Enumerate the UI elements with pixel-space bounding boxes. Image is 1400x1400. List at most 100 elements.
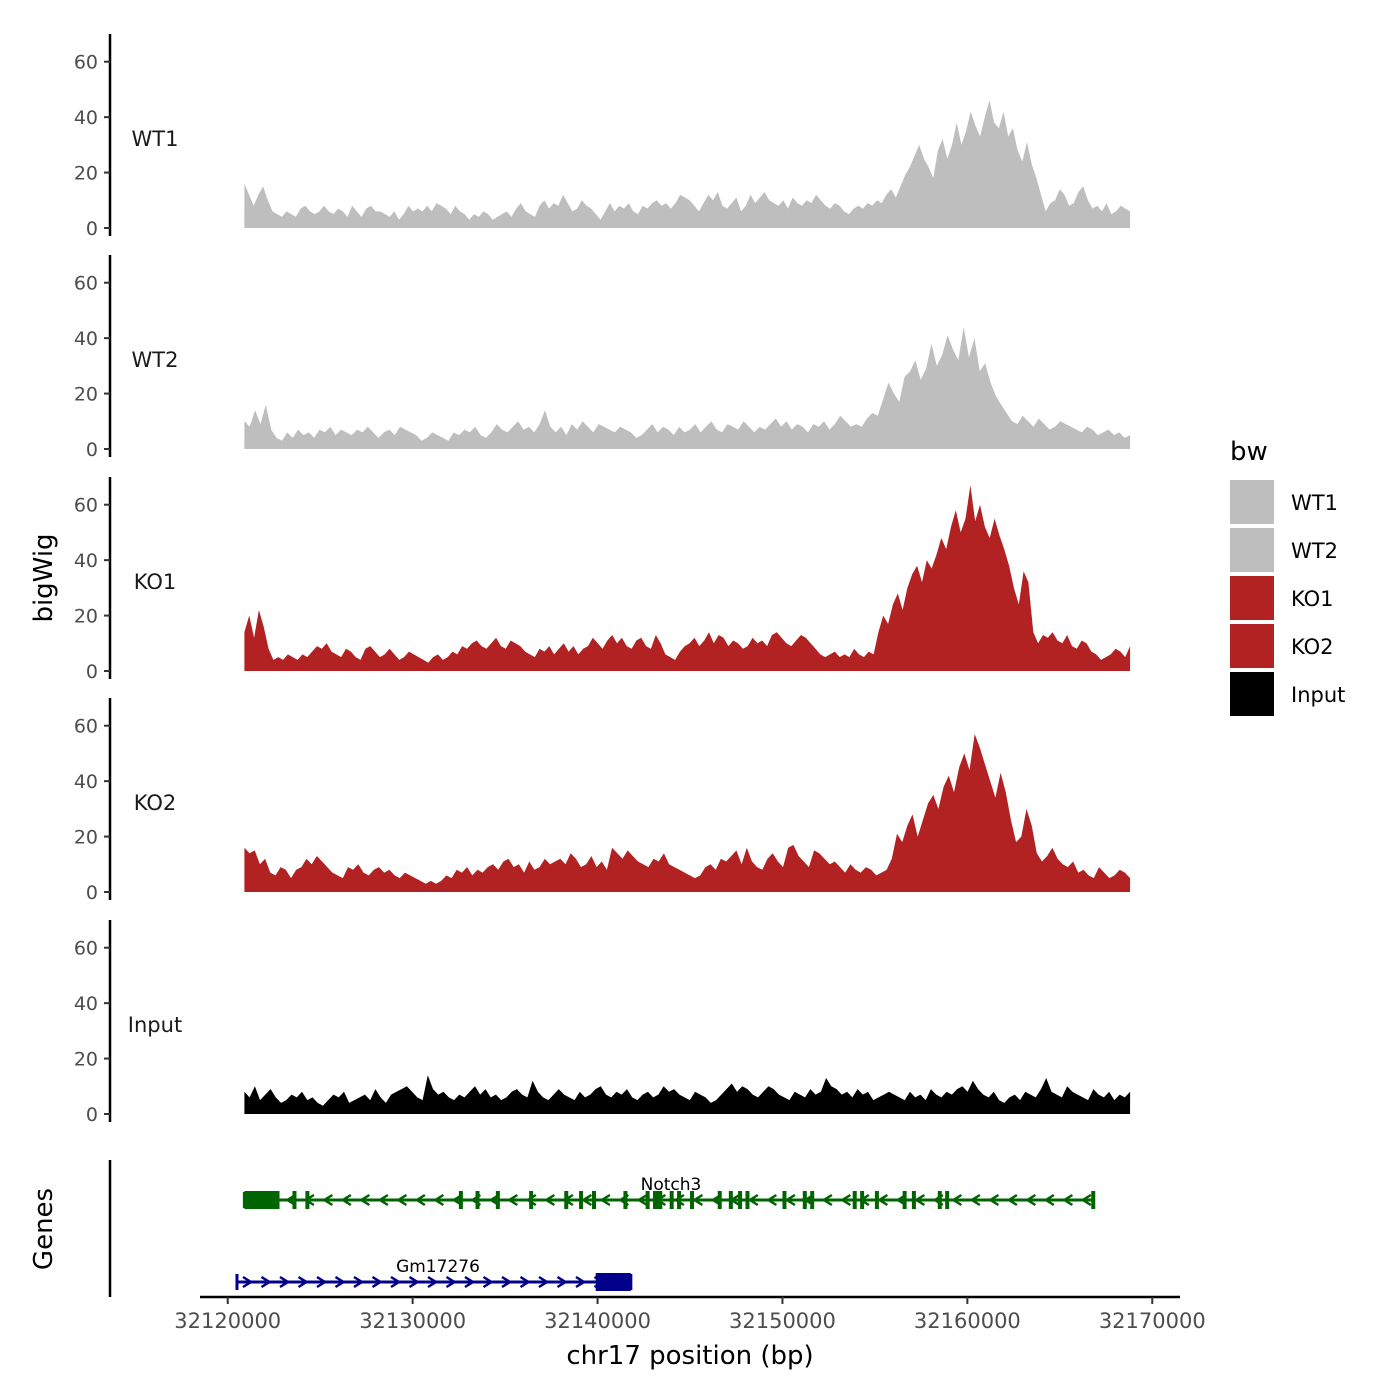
- exon: [728, 1191, 733, 1209]
- x-tick-label: 32160000: [914, 1309, 1021, 1333]
- exon: [738, 1191, 743, 1209]
- strand-chevron: [914, 1193, 926, 1207]
- y-tick-label: 0: [86, 1104, 98, 1126]
- exon: [669, 1191, 674, 1209]
- track-wt1: 0 20 40 60 WT1: [74, 34, 1131, 240]
- y-tick-label: 0: [86, 218, 98, 240]
- legend-swatch: [1230, 672, 1274, 716]
- strand-chevron: [427, 1275, 439, 1289]
- exon: [623, 1191, 628, 1209]
- strand-chevron: [377, 1193, 389, 1207]
- track-label: WT2: [132, 348, 179, 372]
- strand-chevron: [988, 1193, 1000, 1207]
- strand-chevron: [636, 1193, 648, 1207]
- x-tick-label: 32150000: [729, 1309, 836, 1333]
- strand-chevron: [390, 1275, 402, 1289]
- exon: [874, 1191, 879, 1209]
- strand-chevron: [464, 1275, 476, 1289]
- strand-chevron: [445, 1275, 457, 1289]
- exon: [592, 1191, 596, 1209]
- strand-chevron: [1025, 1193, 1037, 1207]
- y-tick-label: 20: [74, 827, 98, 849]
- strand-chevron: [840, 1193, 852, 1207]
- strand-chevron: [525, 1193, 537, 1207]
- signal-area: [244, 1075, 1131, 1114]
- y-tick-label: 20: [74, 606, 98, 628]
- gene-label: Gm17276: [396, 1257, 480, 1277]
- exon: [564, 1191, 569, 1209]
- exon: [852, 1191, 857, 1209]
- y-tick-label: 20: [74, 1049, 98, 1071]
- track-label: WT1: [132, 127, 179, 151]
- strand-chevron: [396, 1193, 408, 1207]
- y-tick-label: 60: [74, 52, 98, 74]
- strand-chevron: [322, 1193, 334, 1207]
- strand-chevron: [575, 1275, 587, 1289]
- strand-chevron: [297, 1275, 309, 1289]
- gene-gm17276: Gm17276: [235, 1257, 633, 1291]
- strand-chevron: [501, 1275, 513, 1289]
- exon: [595, 1273, 631, 1291]
- exon: [653, 1191, 663, 1209]
- strand-chevron: [1043, 1193, 1055, 1207]
- y-tick-label: 0: [86, 882, 98, 904]
- x-axis-title: chr17 position (bp): [566, 1341, 813, 1371]
- strand-chevron: [507, 1193, 519, 1207]
- exon: [305, 1191, 310, 1209]
- exon: [579, 1191, 584, 1209]
- track-label: KO2: [134, 791, 177, 815]
- signal-area: [244, 327, 1131, 449]
- exon: [292, 1191, 297, 1209]
- strand-chevron: [519, 1275, 531, 1289]
- strand-chevron: [242, 1275, 254, 1289]
- y-tick-label: 60: [74, 495, 98, 517]
- strand-chevron: [353, 1275, 365, 1289]
- signal-area: [244, 485, 1131, 671]
- strand-chevron: [359, 1193, 371, 1207]
- strand-chevron: [433, 1193, 445, 1207]
- legend-swatch: [1230, 624, 1274, 668]
- strand-chevron: [599, 1193, 611, 1207]
- exon: [782, 1191, 787, 1209]
- y-tick-label: 0: [86, 439, 98, 461]
- track-ko1: 0 20 40 60 KO1: [74, 477, 1131, 683]
- strand-chevron: [784, 1193, 796, 1207]
- y-tick-label: 60: [74, 938, 98, 960]
- y-tick-label: 40: [74, 550, 98, 572]
- strand-chevron: [581, 1193, 593, 1207]
- exon: [911, 1191, 916, 1209]
- strand-chevron: [692, 1193, 704, 1207]
- signal-area: [244, 734, 1131, 892]
- y-tick-label: 20: [74, 384, 98, 406]
- strand-chevron: [334, 1275, 346, 1289]
- exon: [802, 1191, 807, 1209]
- gene-track: Gm17276 Notch3: [108, 1160, 1096, 1297]
- y-tick-label: 40: [74, 771, 98, 793]
- exon: [810, 1191, 815, 1209]
- y-axis-title: bigWig: [29, 533, 59, 622]
- strand-chevron: [538, 1275, 550, 1289]
- strand-chevron: [414, 1193, 426, 1207]
- strand-chevron: [544, 1193, 556, 1207]
- legend-label: Input: [1291, 683, 1345, 707]
- y-tick-label: 60: [74, 273, 98, 295]
- strand-chevron: [316, 1275, 328, 1289]
- exon: [690, 1191, 694, 1209]
- legend-label: WT2: [1291, 539, 1338, 563]
- exon: [902, 1191, 907, 1209]
- legend-title: bw: [1230, 437, 1268, 467]
- legend: bw WT1 WT2 KO1 KO2 Input: [1230, 437, 1345, 716]
- legend-label: KO2: [1291, 635, 1334, 659]
- exon: [745, 1191, 750, 1209]
- legend-label: KO1: [1291, 587, 1334, 611]
- x-tick-label: 32130000: [359, 1309, 466, 1333]
- x-tick-label: 32140000: [544, 1309, 651, 1333]
- strand-chevron: [1006, 1193, 1018, 1207]
- exon: [717, 1191, 722, 1209]
- exon: [244, 1191, 280, 1209]
- track-label: KO1: [134, 570, 177, 594]
- genes-track-title: Genes: [29, 1188, 59, 1270]
- strand-chevron: [482, 1275, 494, 1289]
- gene-notch3: Notch3: [242, 1175, 1096, 1209]
